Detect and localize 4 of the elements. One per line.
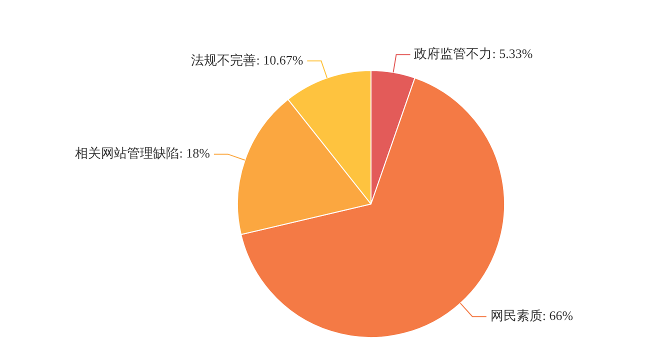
- slice-label: 政府监管不力: 5.33%: [414, 46, 533, 62]
- slice-label: 相关网站管理缺陷: 18%: [75, 146, 210, 161]
- slice-label: 网民素质: 66%: [490, 308, 574, 323]
- slice-label: 法规不完善: 10.67%: [191, 52, 304, 68]
